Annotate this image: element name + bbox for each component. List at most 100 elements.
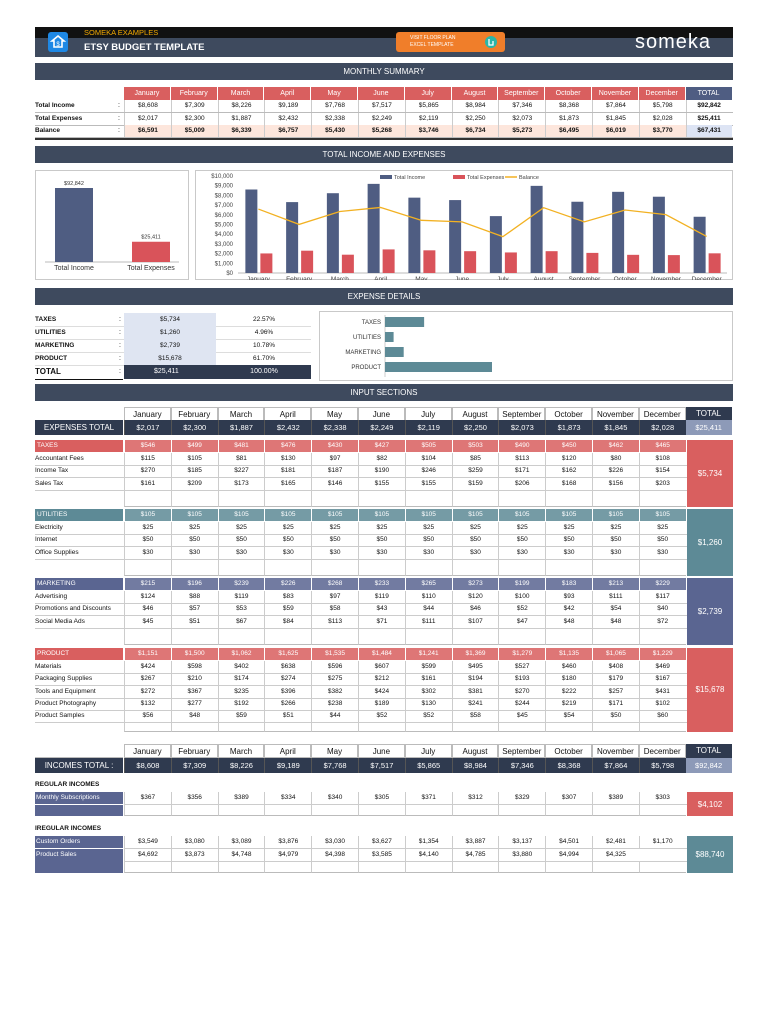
empty-input-cell[interactable] <box>498 861 546 873</box>
income-cell[interactable]: $305 <box>358 792 405 804</box>
item-cell[interactable]: $638 <box>264 661 311 673</box>
item-cell[interactable]: $266 <box>264 697 311 710</box>
item-cell[interactable]: $113 <box>311 615 358 628</box>
item-cell[interactable]: $44 <box>311 710 358 723</box>
item-cell[interactable]: $257 <box>592 685 639 698</box>
item-cell[interactable]: $59 <box>217 710 265 723</box>
empty-input-cell[interactable] <box>451 722 499 732</box>
empty-input-cell[interactable] <box>545 804 592 816</box>
empty-input-cell[interactable] <box>217 489 265 507</box>
empty-input-cell[interactable] <box>545 489 592 507</box>
income-cell[interactable]: $3,080 <box>170 836 218 848</box>
item-cell[interactable]: $382 <box>311 685 358 698</box>
item-cell[interactable]: $599 <box>404 661 452 673</box>
item-cell[interactable]: $80 <box>592 453 639 465</box>
item-cell[interactable]: $30 <box>592 546 639 559</box>
income-cell[interactable]: $4,398 <box>311 848 358 861</box>
item-cell[interactable]: $50 <box>124 534 171 547</box>
item-cell[interactable]: $52 <box>358 710 405 723</box>
item-cell[interactable]: $171 <box>498 465 545 478</box>
item-cell[interactable]: $30 <box>451 546 499 559</box>
income-cell[interactable]: $3,549 <box>124 836 171 848</box>
empty-input-cell[interactable] <box>170 861 218 873</box>
empty-input-cell[interactable] <box>264 722 312 732</box>
item-cell[interactable]: $607 <box>358 661 405 673</box>
item-cell[interactable]: $212 <box>358 673 405 686</box>
income-cell[interactable]: $340 <box>311 792 358 804</box>
empty-input-cell[interactable] <box>311 558 358 576</box>
item-cell[interactable]: $431 <box>638 685 686 698</box>
income-cell[interactable]: $307 <box>545 792 592 804</box>
income-cell[interactable]: $1,170 <box>638 836 686 848</box>
item-cell[interactable]: $52 <box>498 603 545 616</box>
item-cell[interactable]: $25 <box>451 522 499 534</box>
item-cell[interactable]: $46 <box>124 603 171 616</box>
item-cell[interactable]: $424 <box>124 661 171 673</box>
income-cell[interactable]: $3,137 <box>498 836 545 848</box>
item-cell[interactable]: $93 <box>545 591 592 603</box>
income-cell[interactable]: $371 <box>404 792 452 804</box>
item-cell[interactable]: $50 <box>170 534 218 547</box>
item-cell[interactable]: $155 <box>404 477 452 490</box>
item-cell[interactable]: $30 <box>217 546 265 559</box>
item-cell[interactable]: $181 <box>264 465 311 478</box>
item-cell[interactable]: $189 <box>358 697 405 710</box>
item-cell[interactable]: $100 <box>498 591 545 603</box>
income-cell[interactable]: $389 <box>592 792 639 804</box>
item-cell[interactable]: $71 <box>358 615 405 628</box>
empty-input-cell[interactable] <box>638 558 686 576</box>
item-cell[interactable]: $25 <box>358 522 405 534</box>
income-cell[interactable]: $334 <box>264 792 311 804</box>
empty-input-cell[interactable] <box>545 558 592 576</box>
empty-input-cell[interactable] <box>264 804 312 816</box>
income-cell[interactable]: $4,994 <box>545 848 592 861</box>
empty-input-cell[interactable] <box>124 804 171 816</box>
item-cell[interactable]: $56 <box>124 710 171 723</box>
empty-input-cell[interactable] <box>638 804 686 816</box>
item-cell[interactable]: $165 <box>264 477 311 490</box>
empty-input-cell[interactable] <box>451 861 499 873</box>
empty-input-cell[interactable] <box>170 627 218 645</box>
item-cell[interactable]: $53 <box>217 603 265 616</box>
empty-input-cell[interactable] <box>451 489 499 507</box>
item-cell[interactable]: $30 <box>545 546 592 559</box>
item-cell[interactable]: $194 <box>451 673 499 686</box>
item-cell[interactable]: $272 <box>124 685 171 698</box>
empty-input-cell[interactable] <box>404 722 452 732</box>
home-icon[interactable]: $ <box>48 32 68 52</box>
income-cell[interactable]: $3,880 <box>498 848 545 861</box>
item-cell[interactable]: $44 <box>404 603 452 616</box>
empty-input-cell[interactable] <box>124 861 171 873</box>
item-cell[interactable]: $424 <box>358 685 405 698</box>
item-cell[interactable]: $302 <box>404 685 452 698</box>
empty-input-cell[interactable] <box>545 722 592 732</box>
empty-input-cell[interactable] <box>124 627 171 645</box>
item-cell[interactable]: $54 <box>592 603 639 616</box>
empty-input-cell[interactable] <box>638 722 686 732</box>
item-cell[interactable]: $111 <box>592 591 639 603</box>
item-cell[interactable]: $48 <box>545 615 592 628</box>
empty-input-cell[interactable] <box>264 558 312 576</box>
item-cell[interactable]: $50 <box>451 534 499 547</box>
item-cell[interactable]: $210 <box>170 673 218 686</box>
item-cell[interactable]: $45 <box>124 615 171 628</box>
empty-input-cell[interactable] <box>358 861 405 873</box>
item-cell[interactable]: $47 <box>498 615 545 628</box>
item-cell[interactable]: $30 <box>124 546 171 559</box>
cta-button[interactable]: VISIT FLOOR PLAN EXCEL TEMPLATE <box>396 32 505 52</box>
item-cell[interactable]: $104 <box>404 453 452 465</box>
item-cell[interactable]: $58 <box>311 603 358 616</box>
item-cell[interactable]: $174 <box>217 673 265 686</box>
empty-input-cell[interactable] <box>592 722 639 732</box>
item-cell[interactable]: $30 <box>404 546 452 559</box>
item-cell[interactable]: $117 <box>638 591 686 603</box>
item-cell[interactable]: $244 <box>498 697 545 710</box>
item-cell[interactable]: $51 <box>170 615 218 628</box>
item-cell[interactable]: $25 <box>217 522 265 534</box>
item-cell[interactable]: $219 <box>545 697 592 710</box>
empty-input-cell[interactable] <box>217 627 265 645</box>
item-cell[interactable]: $274 <box>264 673 311 686</box>
empty-input-cell[interactable] <box>498 558 546 576</box>
item-cell[interactable]: $25 <box>545 522 592 534</box>
item-cell[interactable]: $227 <box>217 465 265 478</box>
